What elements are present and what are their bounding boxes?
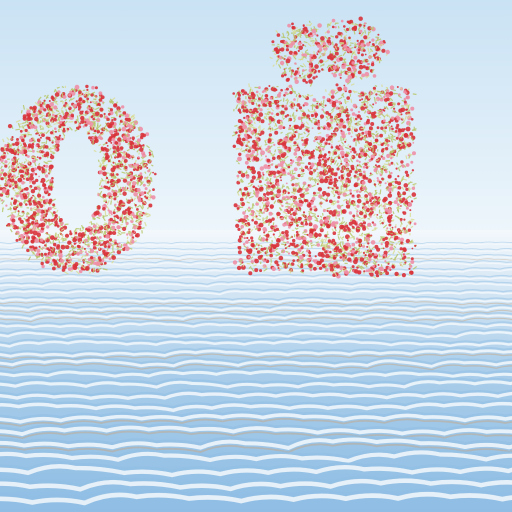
flower-letter-o <box>0 84 157 275</box>
flower-letter-short-i <box>231 16 418 279</box>
